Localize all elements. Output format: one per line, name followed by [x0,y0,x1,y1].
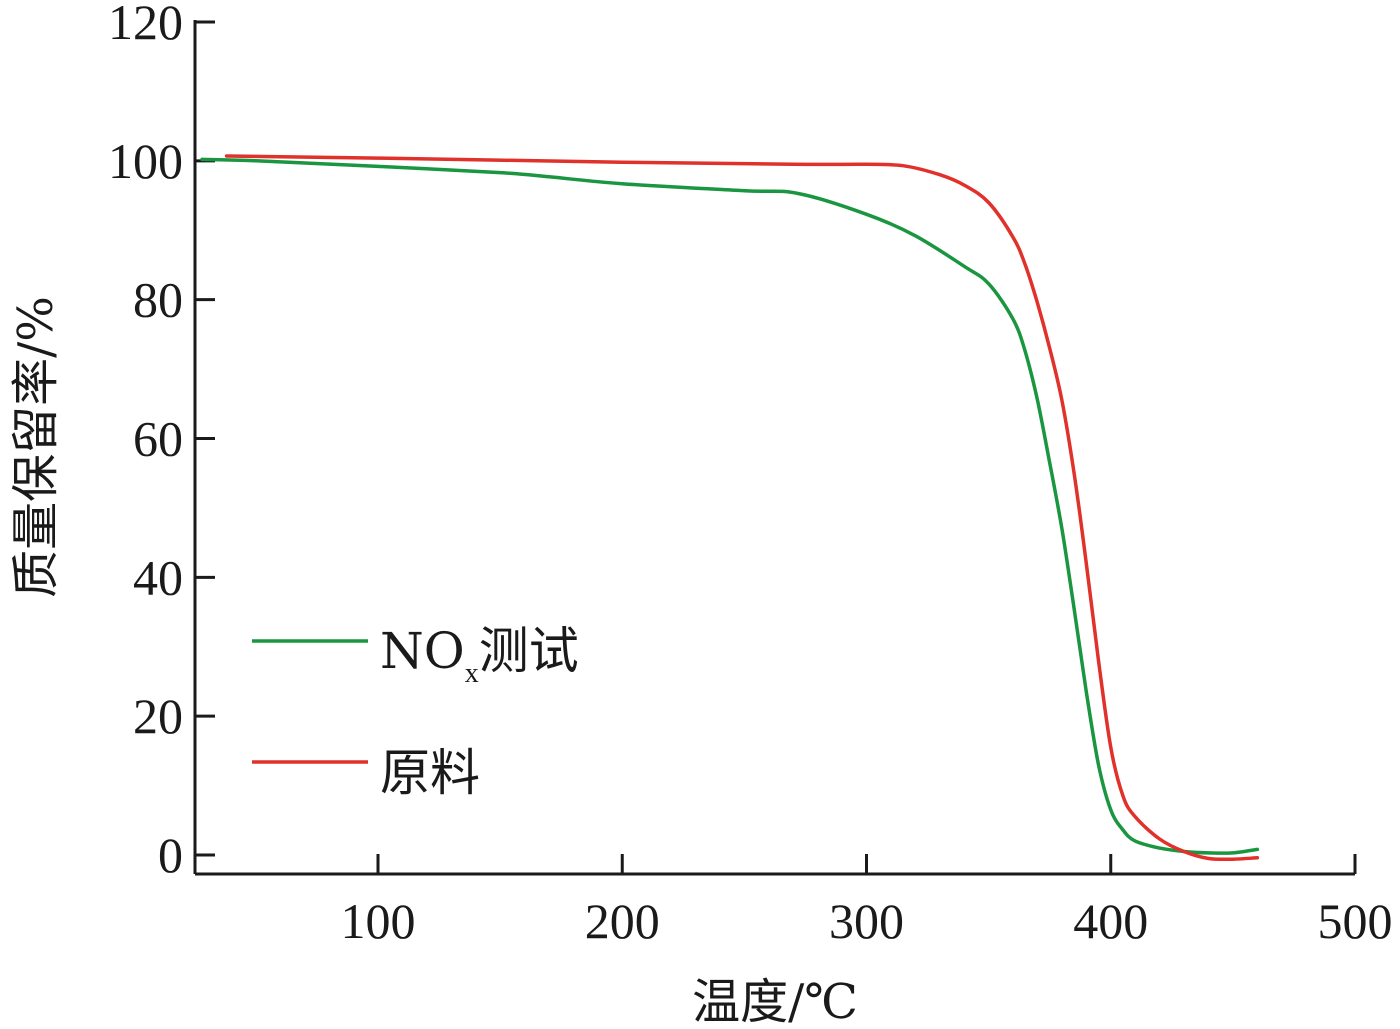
series-line-0 [200,157,1260,855]
legend: NOx测试 原料 [252,622,579,802]
y-tick-label: 20 [133,688,183,744]
series-group [200,154,1260,862]
y-tick-label: 60 [133,411,183,467]
y-tick-label: 0 [158,827,183,883]
series-line-1 [224,154,1260,862]
x-tick-label: 400 [1073,893,1148,949]
x-tick-label: 300 [829,893,904,949]
x-tick-label: 100 [341,893,416,949]
y-tick-label: 80 [133,272,183,328]
y-tick-label: 120 [108,0,183,50]
y-axis-title: 质量保留率/% [8,296,64,598]
y-tick-label: 40 [133,549,183,605]
axes [193,20,1355,876]
x-axis-title: 温度/℃ [692,974,858,1029]
x-tick-label: 500 [1318,893,1393,949]
legend-label-raw: 原料 [380,744,480,802]
legend-label-nox: NOx测试 [380,622,579,689]
y-tick-label: 100 [108,133,183,189]
legend-item-raw: 原料 [252,744,480,802]
x-tick-label: 200 [585,893,660,949]
x-ticks: 100 200 300 400 500 [341,854,1393,949]
legend-item-nox: NOx测试 [252,622,579,689]
y-ticks: 0 20 40 60 80 100 120 [108,0,215,883]
